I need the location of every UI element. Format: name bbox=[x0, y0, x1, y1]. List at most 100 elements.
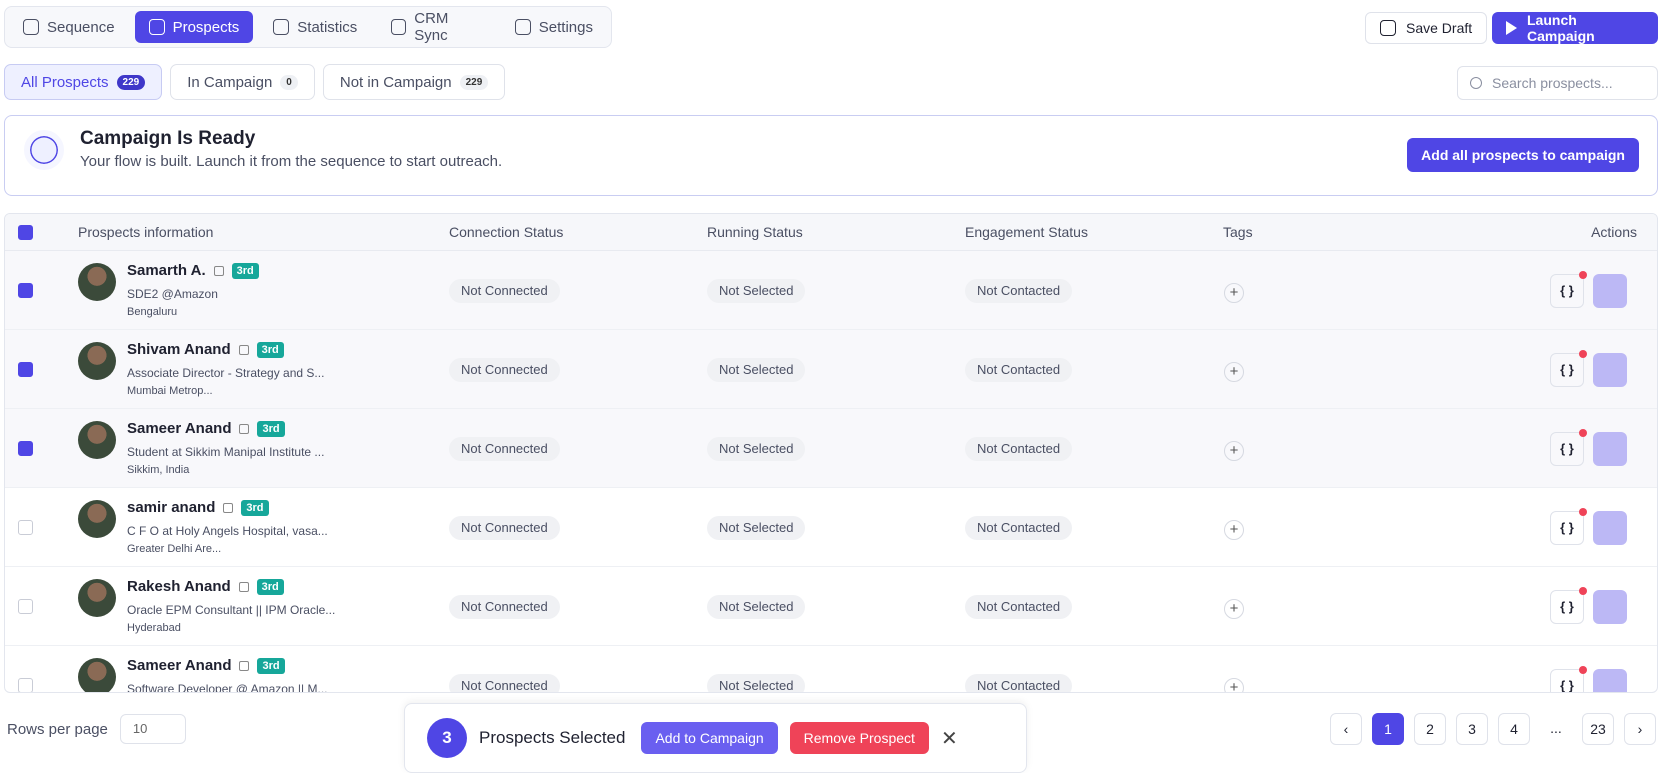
add-to-campaign-button[interactable]: Add to Campaign bbox=[641, 722, 778, 754]
row-checkbox[interactable] bbox=[18, 441, 33, 456]
page-button[interactable]: 4 bbox=[1498, 713, 1530, 745]
prospect-headline: C F O at Holy Angels Hospital, vasa... bbox=[127, 524, 328, 538]
add-all-button[interactable]: Add all prospects to campaign bbox=[1407, 138, 1639, 172]
prospect-row: samir anand 3rd C F O at Holy Angels Hospi… bbox=[5, 488, 1657, 567]
degree-badge: 3rd bbox=[256, 341, 284, 358]
prospect-headline: SDE2 @Amazon bbox=[127, 287, 218, 301]
tab-label: Settings bbox=[538, 18, 593, 36]
ready-banner: Campaign Is Ready Your flow is built. Lau… bbox=[4, 115, 1658, 196]
rows-select[interactable]: 10 bbox=[119, 714, 186, 744]
select-all-checkbox[interactable] bbox=[18, 225, 33, 240]
prospect-name: Sameer Anand bbox=[127, 420, 232, 437]
filter-label: In Campaign bbox=[187, 73, 273, 91]
filter-tab[interactable]: All Prospects 229 bbox=[4, 64, 163, 100]
stats-button[interactable] bbox=[1593, 432, 1627, 466]
prev-page[interactable]: ‹ bbox=[1330, 713, 1362, 745]
external-link-icon[interactable] bbox=[238, 581, 249, 592]
filter-count: 229 bbox=[116, 74, 146, 90]
button-label: Launch Campaign bbox=[1527, 12, 1595, 44]
row-checkbox[interactable] bbox=[18, 520, 33, 535]
page-button: ... bbox=[1550, 720, 1562, 736]
prospect-location: Mumbai Metrop... bbox=[127, 385, 213, 397]
external-link-icon[interactable] bbox=[239, 660, 250, 671]
external-link-icon[interactable] bbox=[223, 502, 234, 513]
banner-text: Your flow is built. Launch it from the s… bbox=[80, 153, 503, 170]
degree-badge: 3rd bbox=[257, 420, 285, 437]
add-tag-button[interactable]: + bbox=[1224, 362, 1244, 382]
remove-prospect-button[interactable]: Remove Prospect bbox=[789, 722, 929, 754]
stats-button[interactable] bbox=[1593, 274, 1627, 308]
prospect-name-line: Shivam Anand 3rd bbox=[127, 341, 284, 358]
avatar bbox=[78, 579, 116, 617]
add-tag-button[interactable]: + bbox=[1224, 441, 1244, 461]
selected-count: 3 bbox=[427, 718, 467, 758]
nav-tab[interactable]: Prospects bbox=[134, 11, 254, 43]
filter-tab[interactable]: Not in Campaign 229 bbox=[322, 64, 506, 100]
variables-button[interactable]: { } bbox=[1550, 429, 1587, 466]
row-checkbox[interactable] bbox=[18, 599, 33, 614]
prospect-name: Shivam Anand bbox=[127, 341, 231, 358]
nav-tab[interactable]: Settings bbox=[501, 11, 607, 43]
external-link-icon[interactable] bbox=[239, 423, 250, 434]
avatar bbox=[78, 658, 116, 692]
page-button[interactable]: 2 bbox=[1414, 713, 1446, 745]
filter-tab[interactable]: In Campaign 0 bbox=[170, 64, 315, 100]
tab-label: Sequence bbox=[47, 18, 115, 36]
avatar bbox=[78, 421, 116, 459]
stats-button[interactable] bbox=[1593, 353, 1627, 387]
page-button[interactable]: 1 bbox=[1372, 713, 1404, 745]
nav-tab[interactable]: Statistics bbox=[259, 11, 371, 43]
connection-status: Not Connected bbox=[449, 595, 560, 619]
launch-campaign-button[interactable]: Launch Campaign bbox=[1492, 12, 1658, 44]
stats-button[interactable] bbox=[1593, 669, 1627, 692]
save-draft-button[interactable]: Save Draft bbox=[1365, 12, 1488, 44]
prospect-name: Rakesh Anand bbox=[127, 578, 231, 595]
connection-status: Not Connected bbox=[449, 358, 560, 382]
notification-dot bbox=[1579, 666, 1587, 674]
add-tag-button[interactable]: + bbox=[1224, 599, 1244, 619]
notification-dot bbox=[1579, 429, 1587, 437]
add-tag-button[interactable]: + bbox=[1224, 283, 1244, 303]
stats-button[interactable] bbox=[1593, 511, 1627, 545]
degree-badge: 3rd bbox=[256, 578, 284, 595]
prospect-name-line: samir anand 3rd bbox=[127, 499, 269, 516]
prospect-headline: Student at Sikkim Manipal Institute ... bbox=[127, 445, 325, 459]
engagement-status: Not Contacted bbox=[965, 437, 1073, 461]
prospect-name-line: Sameer Anand 3rd bbox=[127, 657, 285, 674]
next-page[interactable]: › bbox=[1624, 713, 1656, 745]
connection-status: Not Connected bbox=[449, 516, 560, 540]
add-tag-button[interactable]: + bbox=[1224, 678, 1244, 692]
rows-per-page: Rows per page 10 bbox=[7, 714, 186, 744]
external-link-icon[interactable] bbox=[213, 265, 224, 276]
notification-dot bbox=[1579, 508, 1587, 516]
notification-dot bbox=[1579, 271, 1587, 279]
variables-button[interactable]: { } bbox=[1550, 587, 1587, 624]
page-button[interactable]: 3 bbox=[1456, 713, 1488, 745]
add-tag-button[interactable]: + bbox=[1224, 520, 1244, 540]
prospect-row: Shivam Anand 3rd Associate Director - Stra… bbox=[5, 330, 1657, 409]
column-header: Prospects information bbox=[78, 224, 214, 240]
stats-button[interactable] bbox=[1593, 590, 1627, 624]
row-checkbox[interactable] bbox=[18, 283, 33, 298]
running-status: Not Selected bbox=[707, 279, 806, 303]
prospect-name-line: Rakesh Anand 3rd bbox=[127, 578, 284, 595]
external-link-icon[interactable] bbox=[238, 344, 249, 355]
row-checkbox[interactable] bbox=[18, 678, 33, 692]
search-input[interactable]: Search prospects... bbox=[1457, 66, 1658, 100]
nav-tab[interactable]: Sequence bbox=[9, 11, 129, 43]
page-button[interactable]: 23 bbox=[1582, 713, 1614, 745]
running-status: Not Selected bbox=[707, 437, 806, 461]
variables-button[interactable]: { } bbox=[1550, 271, 1587, 308]
avatar bbox=[78, 500, 116, 538]
nav-tab[interactable]: CRM Sync bbox=[377, 10, 495, 44]
column-header: Actions bbox=[1591, 224, 1637, 240]
variables-button[interactable]: { } bbox=[1550, 666, 1587, 692]
variables-button[interactable]: { } bbox=[1550, 508, 1587, 545]
column-header: Running Status bbox=[707, 224, 803, 240]
column-header: Tags bbox=[1223, 224, 1253, 240]
row-checkbox[interactable] bbox=[18, 362, 33, 377]
variables-button[interactable]: { } bbox=[1550, 350, 1587, 387]
save-icon bbox=[1380, 20, 1396, 36]
close-button[interactable]: ✕ bbox=[940, 728, 958, 750]
